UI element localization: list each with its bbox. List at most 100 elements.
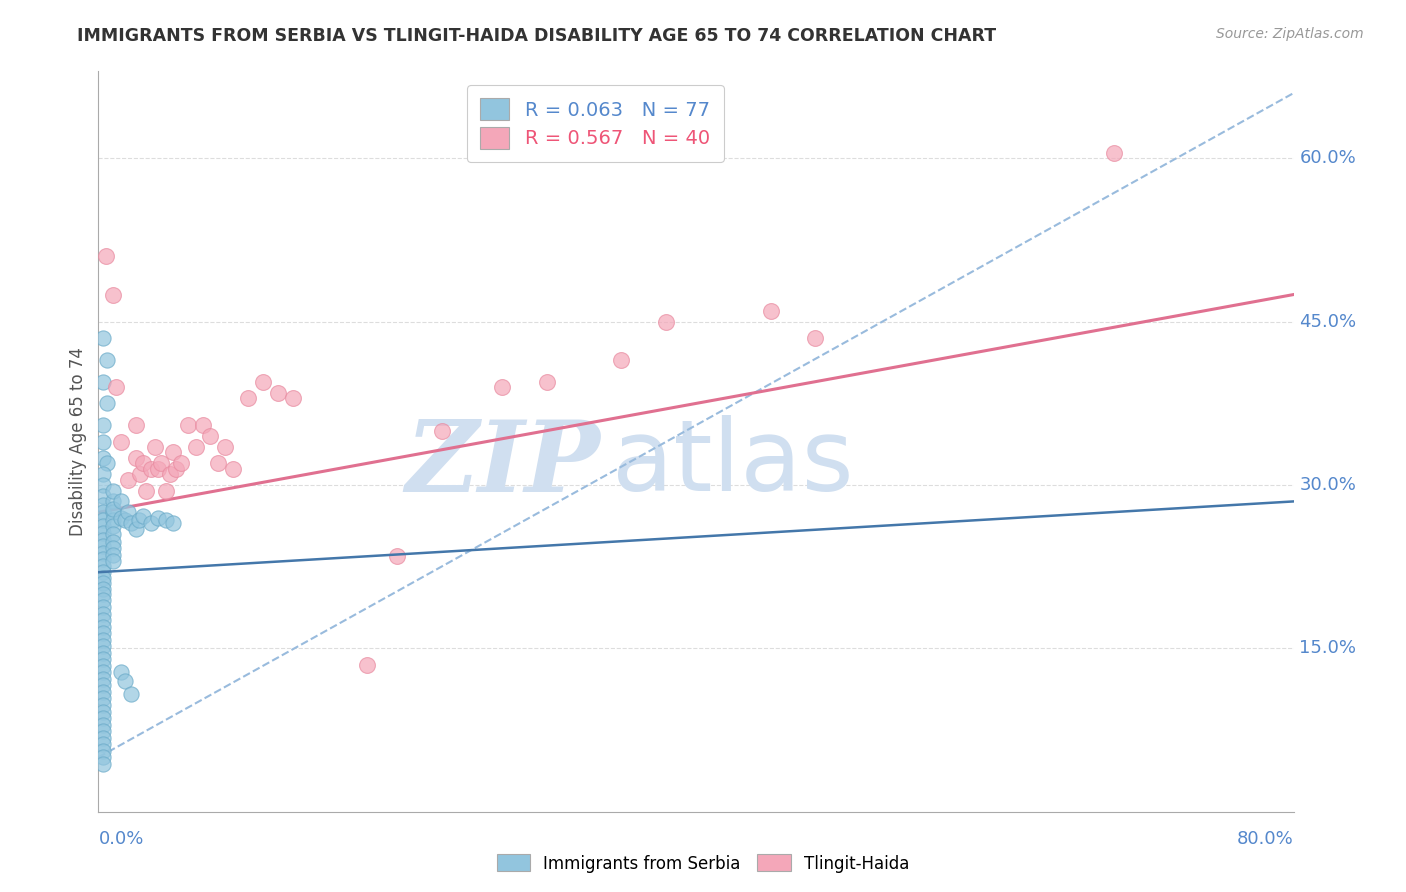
Text: IMMIGRANTS FROM SERBIA VS TLINGIT-HAIDA DISABILITY AGE 65 TO 74 CORRELATION CHAR: IMMIGRANTS FROM SERBIA VS TLINGIT-HAIDA … (77, 27, 997, 45)
Point (536, 375, 558, 389)
Point (91, 593, 114, 607)
Text: 15.0%: 15.0% (1299, 640, 1357, 657)
Point (125, 522, 148, 536)
Point (150, 456, 173, 470)
Point (91, 582, 114, 596)
Point (103, 494, 125, 508)
Point (91, 467, 114, 482)
Point (94, 250, 117, 264)
Point (491, 380, 513, 394)
Point (91, 607, 114, 621)
Point (114, 513, 136, 527)
Point (91, 526, 114, 541)
Point (281, 391, 304, 405)
Point (135, 483, 157, 498)
Text: ZIP: ZIP (405, 416, 600, 512)
Point (207, 456, 229, 470)
Point (385, 549, 409, 563)
Point (103, 541, 125, 556)
Point (214, 440, 236, 454)
Point (103, 534, 125, 549)
Point (177, 418, 200, 433)
Point (103, 287, 125, 301)
Point (267, 385, 290, 400)
Point (103, 527, 125, 541)
Point (1104, 146, 1126, 161)
Point (91, 576, 114, 591)
Point (96, 396, 118, 410)
Point (184, 440, 207, 454)
Point (91, 705, 114, 719)
Point (91, 632, 114, 647)
Point (91, 724, 114, 739)
Point (91, 717, 114, 731)
Point (120, 687, 142, 701)
Legend: R = 0.063   N = 77, R = 0.567   N = 40: R = 0.063 N = 77, R = 0.567 N = 40 (467, 85, 724, 162)
Point (132, 508, 155, 523)
Point (103, 505, 125, 519)
Text: atlas: atlas (613, 416, 853, 512)
Point (162, 445, 184, 459)
Point (91, 571, 114, 585)
Point (356, 657, 378, 672)
Point (91, 685, 114, 699)
Point (129, 467, 152, 482)
Point (91, 646, 114, 660)
Point (110, 665, 132, 680)
Point (103, 554, 125, 568)
Point (91, 619, 114, 633)
Legend: Immigrants from Serbia, Tlingit-Haida: Immigrants from Serbia, Tlingit-Haida (489, 847, 917, 880)
Point (110, 434, 132, 449)
Point (91, 587, 114, 601)
Point (222, 462, 245, 476)
Point (430, 424, 453, 438)
Point (91, 756, 114, 771)
Y-axis label: Disability Age 65 to 74: Disability Age 65 to 74 (69, 347, 87, 536)
Point (91, 711, 114, 725)
Point (155, 483, 177, 498)
Point (96, 352, 118, 367)
Point (191, 418, 214, 433)
Point (91, 731, 114, 745)
Point (91, 505, 114, 519)
Point (91, 478, 114, 492)
Text: 45.0%: 45.0% (1299, 313, 1357, 331)
Point (91, 750, 114, 764)
Point (91, 533, 114, 547)
Point (103, 483, 125, 498)
Point (91, 558, 114, 573)
Point (91, 498, 114, 512)
Point (125, 418, 148, 433)
Point (91, 418, 114, 433)
Point (91, 375, 114, 389)
Point (96, 456, 118, 470)
Point (236, 391, 259, 405)
Point (91, 450, 114, 465)
Point (110, 494, 132, 508)
Point (91, 434, 114, 449)
Point (105, 380, 128, 394)
Point (91, 552, 114, 566)
Point (91, 513, 114, 527)
Point (91, 565, 114, 579)
Point (110, 510, 132, 524)
Text: 30.0%: 30.0% (1299, 476, 1357, 494)
Point (200, 429, 222, 443)
Point (91, 658, 114, 673)
Point (91, 613, 114, 627)
Point (91, 672, 114, 686)
Point (91, 489, 114, 503)
Point (114, 674, 136, 689)
Point (91, 737, 114, 751)
Point (804, 331, 827, 345)
Point (128, 513, 150, 527)
Point (91, 331, 114, 345)
Point (165, 462, 187, 476)
Point (125, 450, 148, 465)
Text: Source: ZipAtlas.com: Source: ZipAtlas.com (1216, 27, 1364, 41)
Point (162, 516, 184, 531)
Text: 0.0%: 0.0% (98, 830, 143, 848)
Point (103, 502, 125, 516)
Point (139, 516, 162, 531)
Point (159, 467, 181, 482)
